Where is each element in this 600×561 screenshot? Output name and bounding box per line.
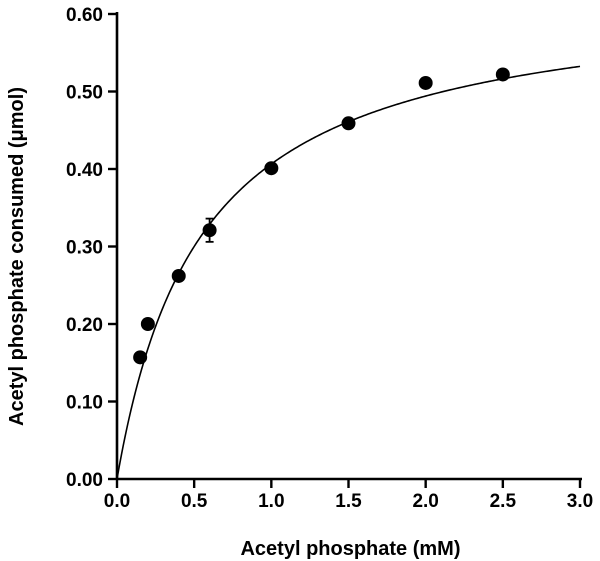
x-tick-label: 0.5 — [181, 491, 208, 512]
data-point — [341, 116, 356, 131]
x-axis-title: Acetyl phosphate (mM) — [240, 538, 460, 560]
y-tick-label: 0.60 — [66, 5, 103, 26]
data-point — [418, 75, 433, 90]
axes — [115, 12, 582, 481]
data-point — [202, 223, 217, 238]
data-point — [495, 67, 510, 82]
y-tick-label: 0.20 — [66, 315, 103, 336]
x-tick-label: 1.0 — [258, 491, 284, 512]
x-tick-label: 2.0 — [412, 491, 438, 512]
data-point — [264, 161, 279, 176]
y-tick-label: 0.10 — [66, 393, 103, 414]
x-tick-label: 1.5 — [335, 491, 362, 512]
data-point — [133, 350, 148, 365]
y-tick-label: 0.50 — [66, 83, 103, 104]
data-points — [133, 67, 510, 365]
data-point — [140, 317, 155, 331]
ticks: 0.00 0.10 0.20 0.30 0.40 0.50 0.60 0.0 0.5 1.0 1.5… — [66, 5, 593, 512]
y-tick-label: 0.30 — [66, 238, 103, 259]
x-tick-label: 3.0 — [567, 491, 593, 512]
y-tick-label: 0.40 — [66, 160, 103, 181]
x-tick-label: 2.5 — [490, 491, 517, 512]
x-tick-label: 0.0 — [104, 491, 130, 512]
y-tick-label: 0.00 — [66, 470, 103, 491]
data-point — [171, 268, 186, 283]
y-axis-title: Acetyl phosphate consumed (μmol) — [6, 87, 28, 426]
